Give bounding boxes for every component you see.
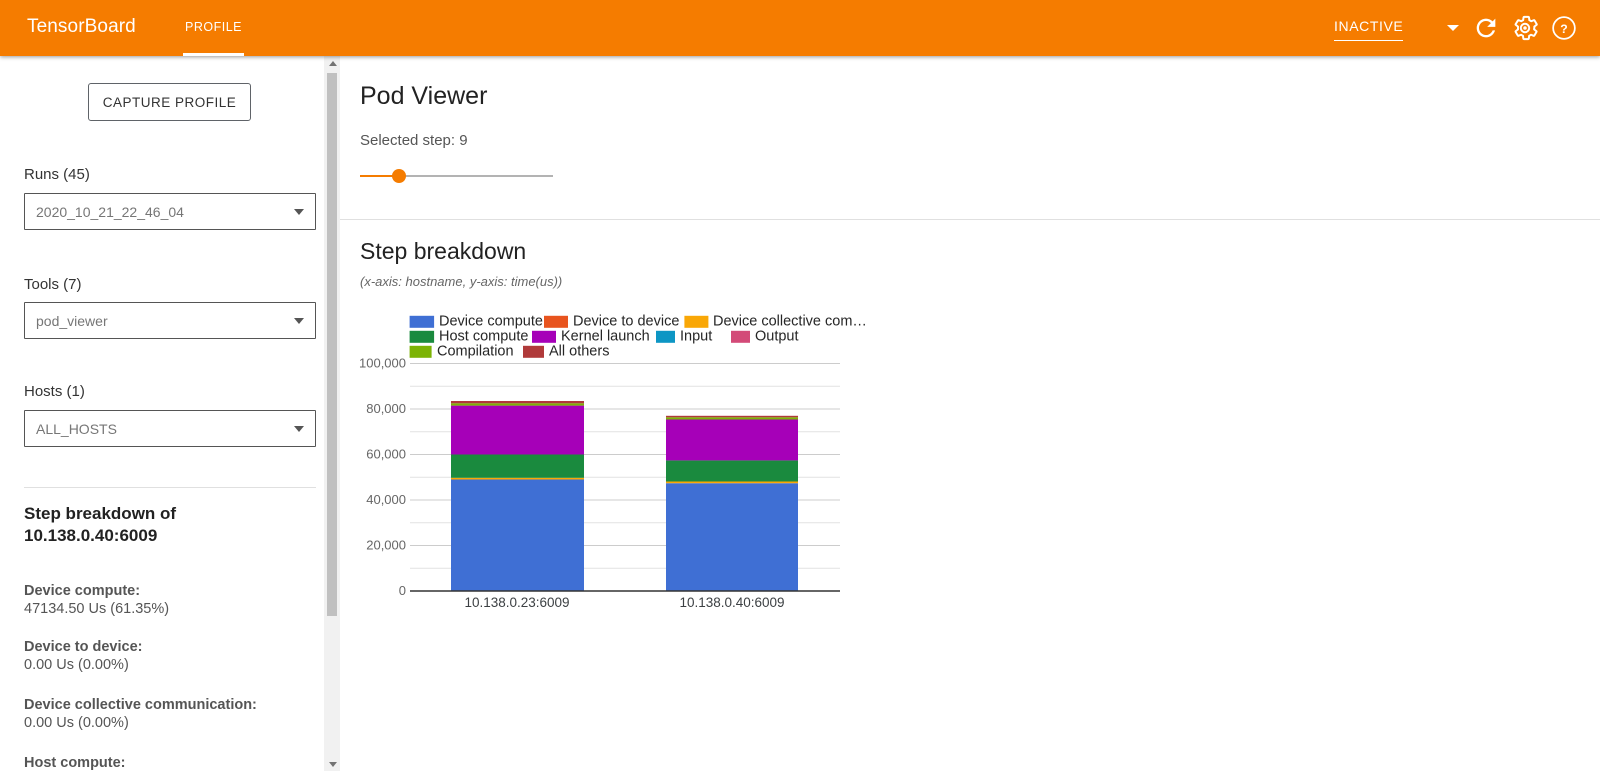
svg-text:10.138.0.23:6009: 10.138.0.23:6009 (464, 595, 569, 610)
svg-text:Device to device: Device to device (573, 314, 679, 330)
svg-text:80,000: 80,000 (366, 401, 406, 416)
svg-text:10.138.0.40:6009: 10.138.0.40:6009 (679, 595, 784, 610)
svg-text:Compilation: Compilation (437, 344, 514, 360)
svg-text:Device compute: Device compute (439, 314, 543, 330)
svg-text:100,000: 100,000 (359, 356, 406, 371)
svg-text:20,000: 20,000 (366, 538, 406, 553)
svg-text:Host compute: Host compute (439, 329, 528, 345)
svg-text:?: ? (1560, 22, 1567, 36)
svg-text:0: 0 (399, 583, 406, 598)
svg-text:40,000: 40,000 (366, 492, 406, 507)
svg-text:Input: Input (680, 329, 712, 345)
svg-text:All others: All others (549, 344, 609, 360)
svg-text:Output: Output (755, 329, 799, 345)
svg-text:Kernel launch: Kernel launch (561, 329, 650, 345)
svg-text:60,000: 60,000 (366, 447, 406, 462)
svg-text:Device collective com…: Device collective com… (713, 314, 867, 330)
